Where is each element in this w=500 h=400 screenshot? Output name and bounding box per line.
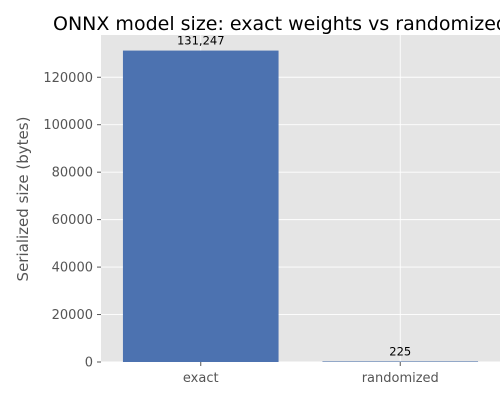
y-tick-label: 100000: [43, 118, 93, 133]
x-tick-label-exact: exact: [183, 371, 219, 386]
y-tick-label: 20000: [52, 308, 93, 323]
data-label-randomized: 225: [389, 344, 411, 358]
x-axis: exact randomized: [183, 362, 439, 386]
bar-exact: [122, 50, 279, 362]
data-labels: 131,247 225: [177, 34, 411, 359]
y-tick-label: 40000: [52, 261, 93, 276]
y-tick-label: 80000: [52, 166, 93, 181]
y-axis: 0 20000 40000 60000 80000 100000 120000: [43, 71, 101, 371]
data-label-exact: 131,247: [177, 34, 225, 48]
y-tick-label: 0: [85, 356, 93, 371]
y-tick-label: 120000: [43, 71, 93, 86]
x-tick-label-randomized: randomized: [362, 371, 439, 386]
y-axis-label: Serialized size (bytes): [14, 117, 32, 282]
bars: [122, 50, 479, 362]
chart-title: ONNX model size: exact weights vs random…: [53, 13, 500, 35]
bar-randomized: [322, 361, 479, 362]
y-tick-label: 60000: [52, 213, 93, 228]
